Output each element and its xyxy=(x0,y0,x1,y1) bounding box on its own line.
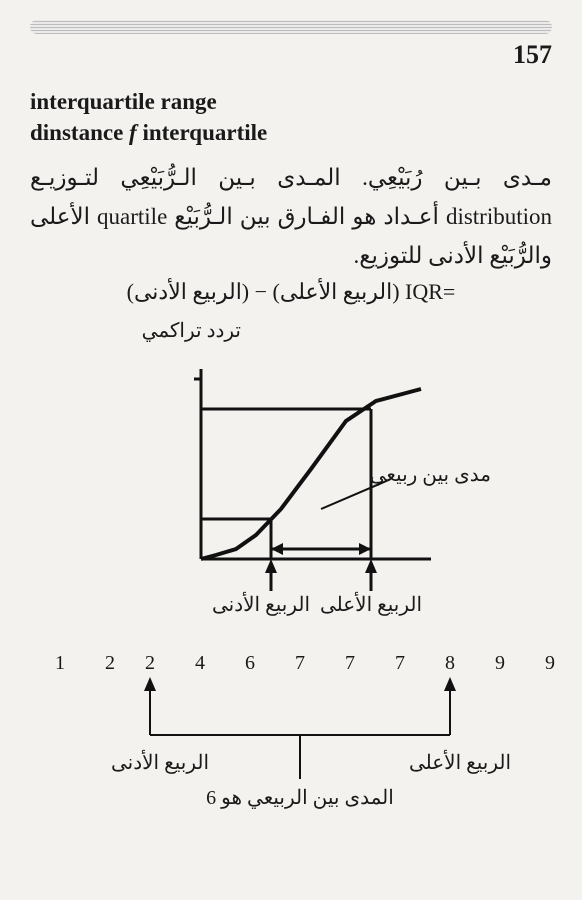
numline-result: المدى بين الربيعي هو 6 xyxy=(206,787,394,809)
numline-val-4: 6 xyxy=(245,652,255,674)
numline-values: 1 2 2 4 6 7 7 7 8 9 9 xyxy=(55,652,555,674)
numline-val-5: 7 xyxy=(295,652,305,674)
numline-val-7: 7 xyxy=(395,652,405,674)
numline-val-8: 8 xyxy=(445,652,455,674)
numline-val-2: 2 xyxy=(145,652,155,674)
subtitle-english: dinstance f interquartile xyxy=(30,119,552,148)
page-number: 157 xyxy=(30,40,552,70)
subtitle-pre: dinstance xyxy=(30,120,129,145)
numline-val-1: 2 xyxy=(105,652,115,674)
graph-plot: الربيع الأعلى الربيع الأدنى مدى بين ربيع… xyxy=(194,369,491,616)
numline-val-9: 9 xyxy=(495,652,505,674)
numline-svg: 1 2 2 4 6 7 7 7 8 9 9 xyxy=(30,639,582,829)
subtitle-post: interquartile xyxy=(137,120,268,145)
definition-arabic: مـدى بـين رُبَيْعِي. المـدى بـين الـرُّب… xyxy=(30,158,552,275)
graph-q1-label: الربيع الأدنى xyxy=(212,591,310,616)
cumulative-graph: تردد تراكمي xyxy=(30,319,552,619)
numline-val-10: 9 xyxy=(545,652,555,674)
q1-up-arrow-head xyxy=(265,559,277,573)
numline-val-0: 1 xyxy=(55,652,65,674)
iqr-arrow-right xyxy=(359,543,371,555)
page: 157 interquartile range dinstance f inte… xyxy=(0,0,582,900)
graph-q3-label: الربيع الأعلى xyxy=(320,591,422,616)
y-axis-label: تردد تراكمي xyxy=(142,320,241,342)
bracket-right-arrow xyxy=(444,677,456,691)
graph-range-label: مدى بين ربيعي xyxy=(370,464,491,486)
bracket-left-arrow xyxy=(144,677,156,691)
iqr-arrow-left xyxy=(271,543,283,555)
title-english: interquartile range xyxy=(30,88,552,117)
numline-q3-label: الربيع الأعلى xyxy=(409,749,511,774)
subtitle-italic: f xyxy=(129,120,137,145)
numline-val-6: 7 xyxy=(345,652,355,674)
numline-q1-label: الربيع الأدنى xyxy=(111,749,209,774)
q3-up-arrow-head xyxy=(365,559,377,573)
graph-svg: تردد تراكمي xyxy=(81,319,501,619)
numline-val-3: 4 xyxy=(195,652,205,674)
number-line-diagram: 1 2 2 4 6 7 7 7 8 9 9 xyxy=(30,639,552,834)
iqr-formula: =IQR (الربيع الأعلى) − (الربيع الأدنى) xyxy=(30,279,552,305)
header-rule xyxy=(30,20,552,34)
